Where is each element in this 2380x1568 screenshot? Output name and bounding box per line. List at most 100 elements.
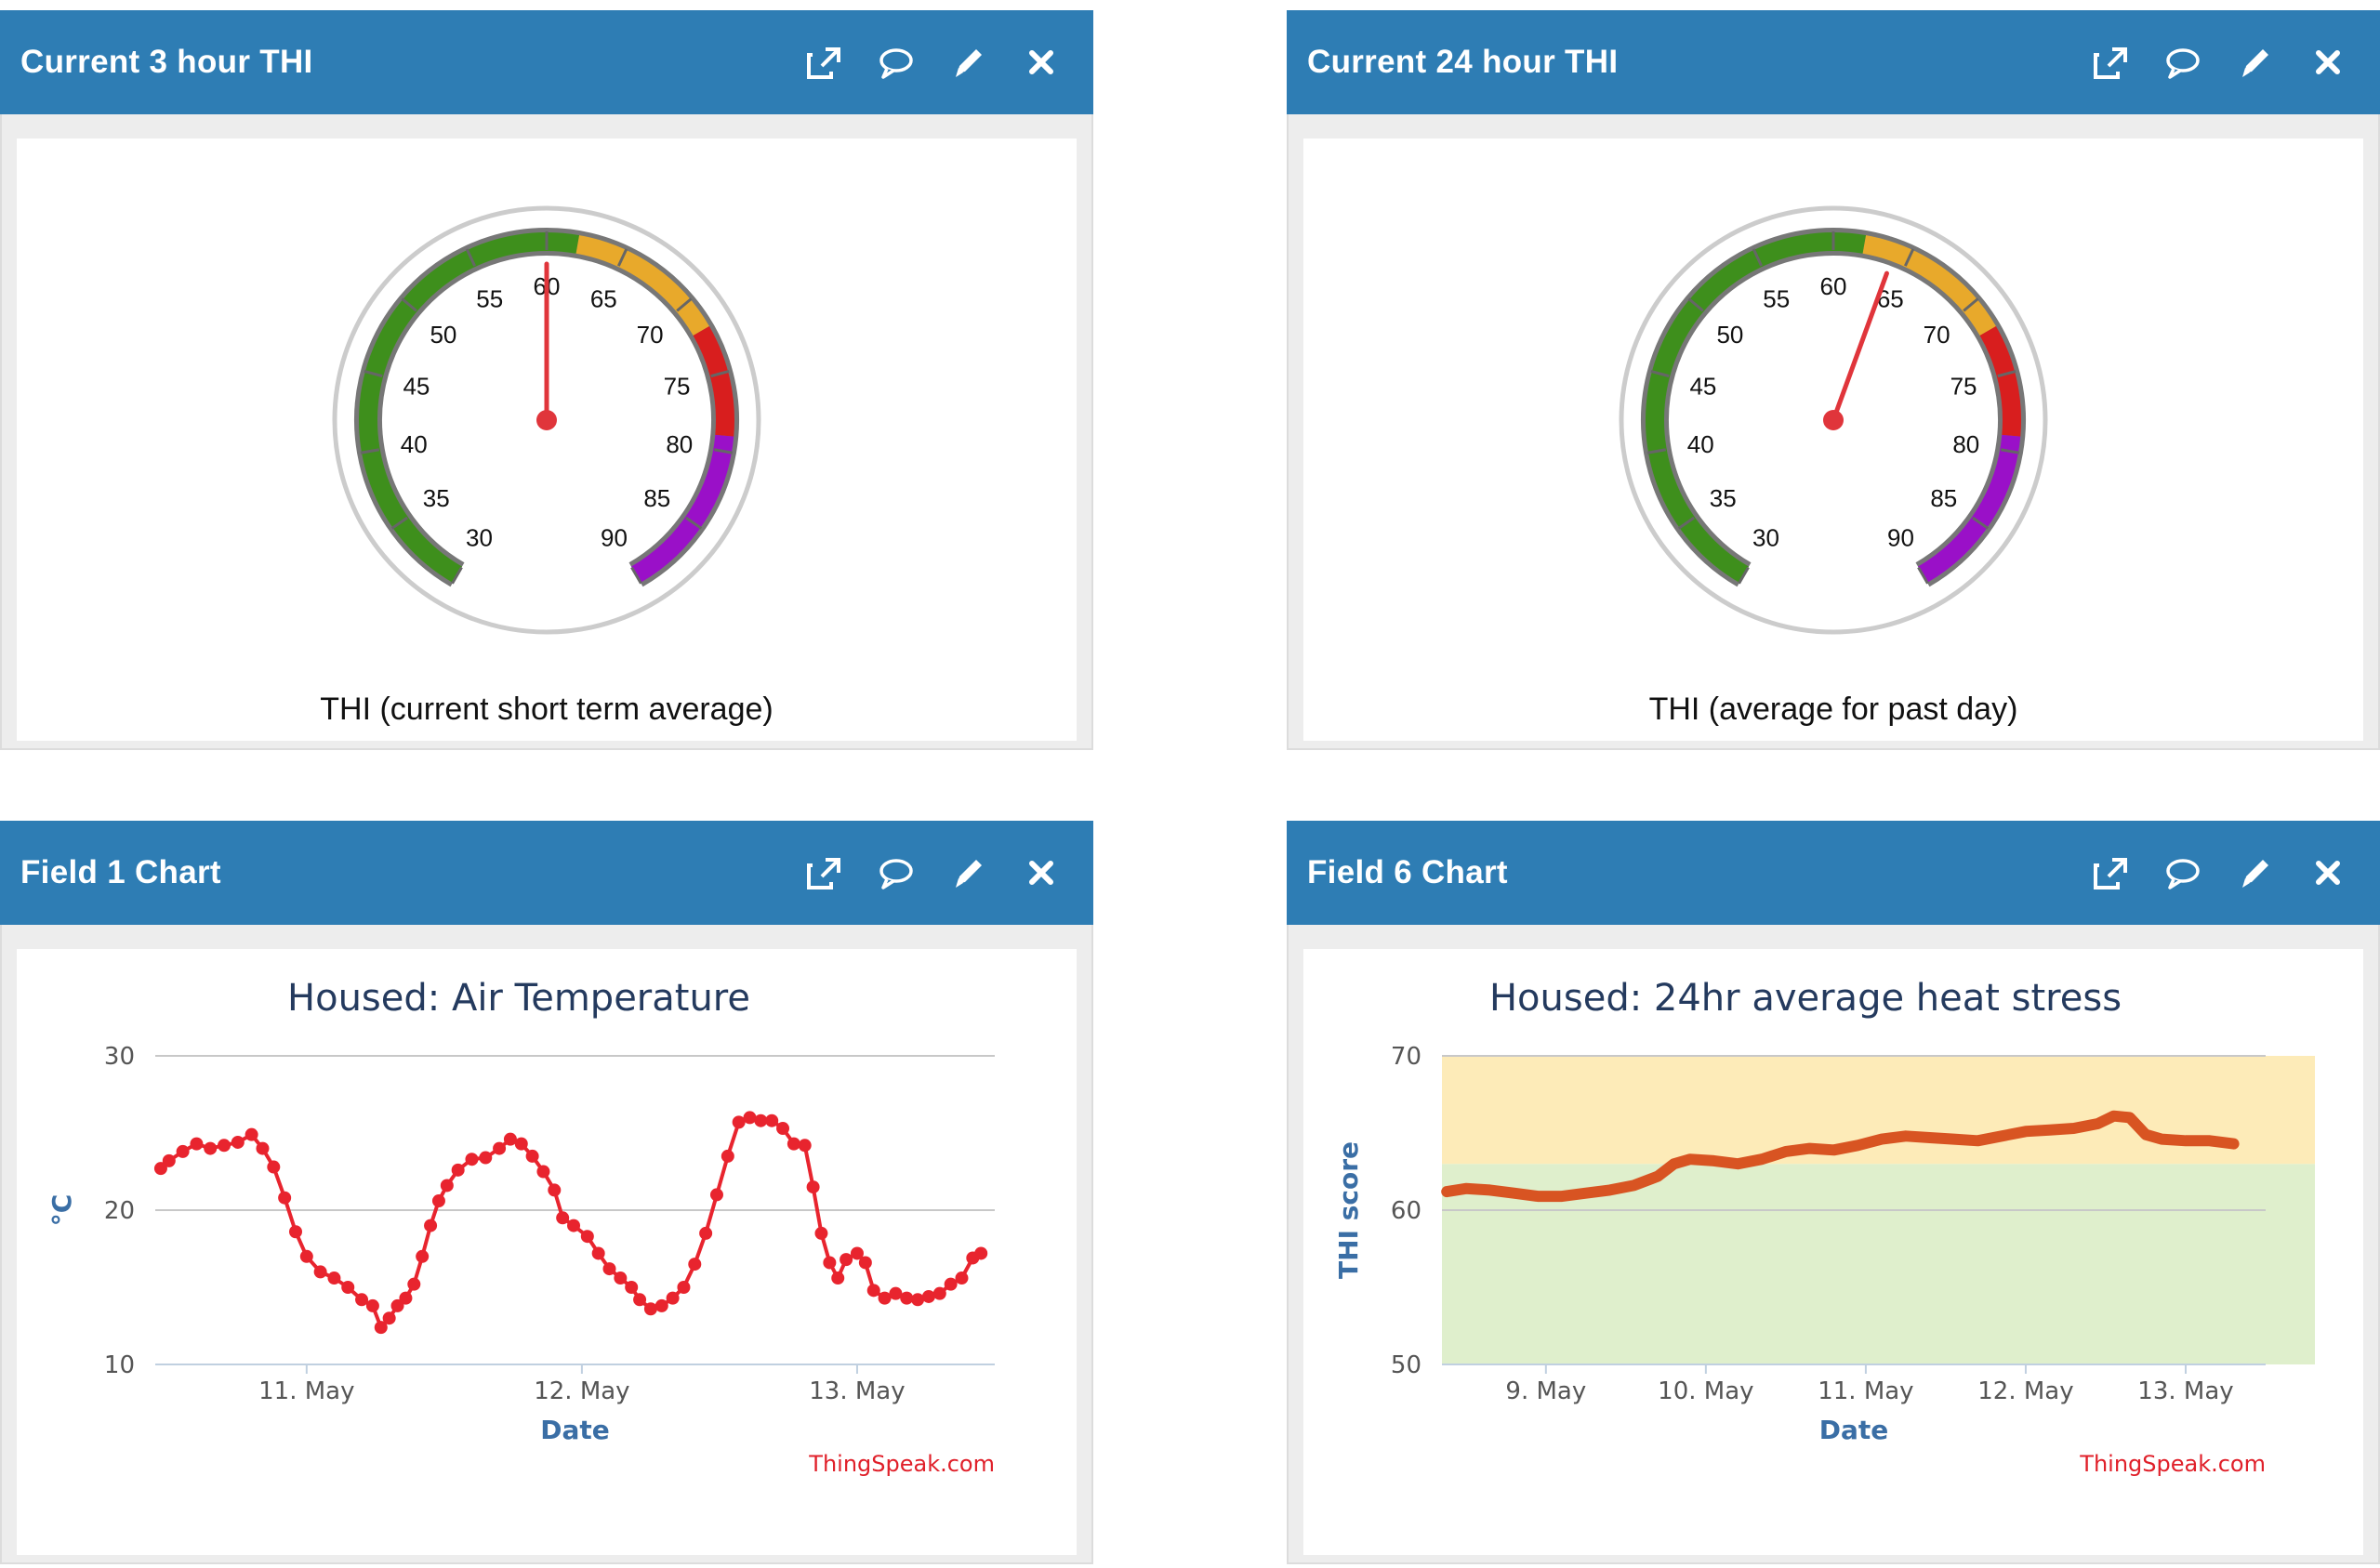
data-point: [382, 1311, 396, 1325]
gauge-tick: [390, 516, 408, 530]
line-chart: Housed: Air Temperature 30 20 10 11. May 12. …: [46, 977, 995, 1477]
y-tick-label: 60: [1391, 1197, 1421, 1225]
data-point: [525, 1149, 539, 1163]
gauge-tick: [1677, 516, 1695, 530]
panel-toolbar: [805, 10, 1060, 114]
edit-pencil-icon[interactable]: [2237, 44, 2274, 81]
open-new-window-icon[interactable]: [805, 854, 842, 891]
x-axis-label: Date: [540, 1415, 610, 1445]
gauge-tick: [401, 297, 417, 312]
y-tick-label: 70: [1391, 1043, 1421, 1071]
data-point: [850, 1246, 864, 1260]
gauge-tick-label: 90: [1887, 524, 1914, 552]
panel-body: Housed: 24hr average heat stress 70 60 50 9.…: [1287, 925, 2380, 1564]
data-point: [431, 1194, 445, 1208]
gauge-tick-label: 45: [403, 372, 430, 400]
close-icon[interactable]: [2309, 44, 2347, 81]
gauge-tick-label: 75: [1950, 372, 1977, 400]
data-point: [514, 1137, 528, 1151]
data-point: [162, 1153, 176, 1167]
data-point: [399, 1291, 413, 1305]
edit-pencil-icon[interactable]: [2237, 854, 2274, 891]
panel-header: Field 6 Chart: [1287, 821, 2380, 925]
data-point: [190, 1137, 204, 1151]
data-point: [889, 1286, 903, 1300]
data-point: [633, 1293, 647, 1307]
close-icon[interactable]: [2309, 854, 2347, 891]
y-tick-label: 20: [104, 1197, 135, 1225]
data-point: [278, 1191, 292, 1205]
data-point: [666, 1291, 680, 1305]
data-point: [591, 1246, 605, 1260]
data-point: [580, 1230, 594, 1244]
data-point: [479, 1151, 493, 1165]
data-point: [440, 1179, 454, 1192]
gauge-tick: [713, 448, 734, 455]
comment-icon[interactable]: [2164, 44, 2202, 81]
data-point: [823, 1256, 837, 1270]
credit-link[interactable]: ThingSpeak.com: [2079, 1451, 2266, 1477]
y-tick-label: 50: [1391, 1351, 1421, 1379]
data-point: [814, 1226, 828, 1240]
gauge-label: THI (current short term average): [320, 692, 774, 727]
data-point: [493, 1141, 507, 1155]
comment-icon[interactable]: [2164, 854, 2202, 891]
data-point: [548, 1183, 562, 1197]
credit-link[interactable]: ThingSpeak.com: [808, 1451, 995, 1477]
chart-title: Housed: Air Temperature: [287, 977, 750, 1020]
open-new-window-icon[interactable]: [2092, 44, 2129, 81]
data-point: [567, 1219, 581, 1232]
gauge-tick: [465, 248, 477, 267]
gauge-tick: [451, 566, 463, 585]
series-line: [1441, 1110, 2240, 1203]
panel-header: Current 24 hour THI: [1287, 10, 2380, 114]
y-tick-label: 30: [104, 1043, 135, 1071]
data-point: [654, 1298, 668, 1312]
gauge-tick: [364, 370, 383, 378]
gauge-needle-pivot: [1823, 410, 1844, 430]
x-tick-label: 10. May: [1658, 1377, 1753, 1405]
x-tick-label: 12. May: [1977, 1377, 2073, 1405]
data-point: [776, 1122, 790, 1136]
gauge-tick-label: 80: [666, 430, 693, 458]
comment-icon[interactable]: [878, 854, 915, 891]
data-point: [327, 1272, 341, 1285]
panel-toolbar: [2092, 10, 2347, 114]
data-point: [416, 1249, 430, 1263]
gauge-needle-pivot: [536, 410, 557, 430]
y-tick-label: 10: [104, 1351, 135, 1379]
edit-pencil-icon[interactable]: [950, 854, 987, 891]
close-icon[interactable]: [1023, 44, 1060, 81]
data-point: [743, 1111, 757, 1125]
gauge-band: [575, 235, 709, 336]
gauge-panel-3hour-thi: Current 3 hour THI 303540455055606570758…: [0, 10, 1093, 750]
gauge-needle: [1831, 270, 1889, 423]
data-point: [390, 1298, 404, 1312]
comment-icon[interactable]: [878, 44, 915, 81]
open-new-window-icon[interactable]: [805, 44, 842, 81]
data-point: [365, 1298, 379, 1312]
edit-pencil-icon[interactable]: [950, 44, 987, 81]
data-point: [765, 1113, 779, 1127]
gauge-tick: [1646, 448, 1667, 455]
chart-title: Housed: 24hr average heat stress: [1489, 977, 2122, 1020]
gauge-tick: [1738, 566, 1750, 585]
data-point: [688, 1258, 702, 1272]
data-point: [677, 1281, 691, 1294]
close-icon[interactable]: [1023, 854, 1060, 891]
data-point: [313, 1265, 327, 1279]
data-point: [699, 1226, 713, 1240]
data-point: [503, 1132, 517, 1146]
panel-title: Field 6 Chart: [1307, 854, 1508, 890]
gauge-band: [1917, 434, 2021, 583]
data-point: [732, 1115, 746, 1129]
gauge-tick: [616, 248, 628, 267]
gauge-tick: [1752, 248, 1764, 267]
y-axis-label: THI score: [1333, 1141, 1364, 1279]
plot-band: [1442, 1056, 2315, 1165]
gauge-band: [359, 232, 580, 583]
x-tick-label: 13. May: [2137, 1377, 2233, 1405]
open-new-window-icon[interactable]: [2092, 854, 2129, 891]
